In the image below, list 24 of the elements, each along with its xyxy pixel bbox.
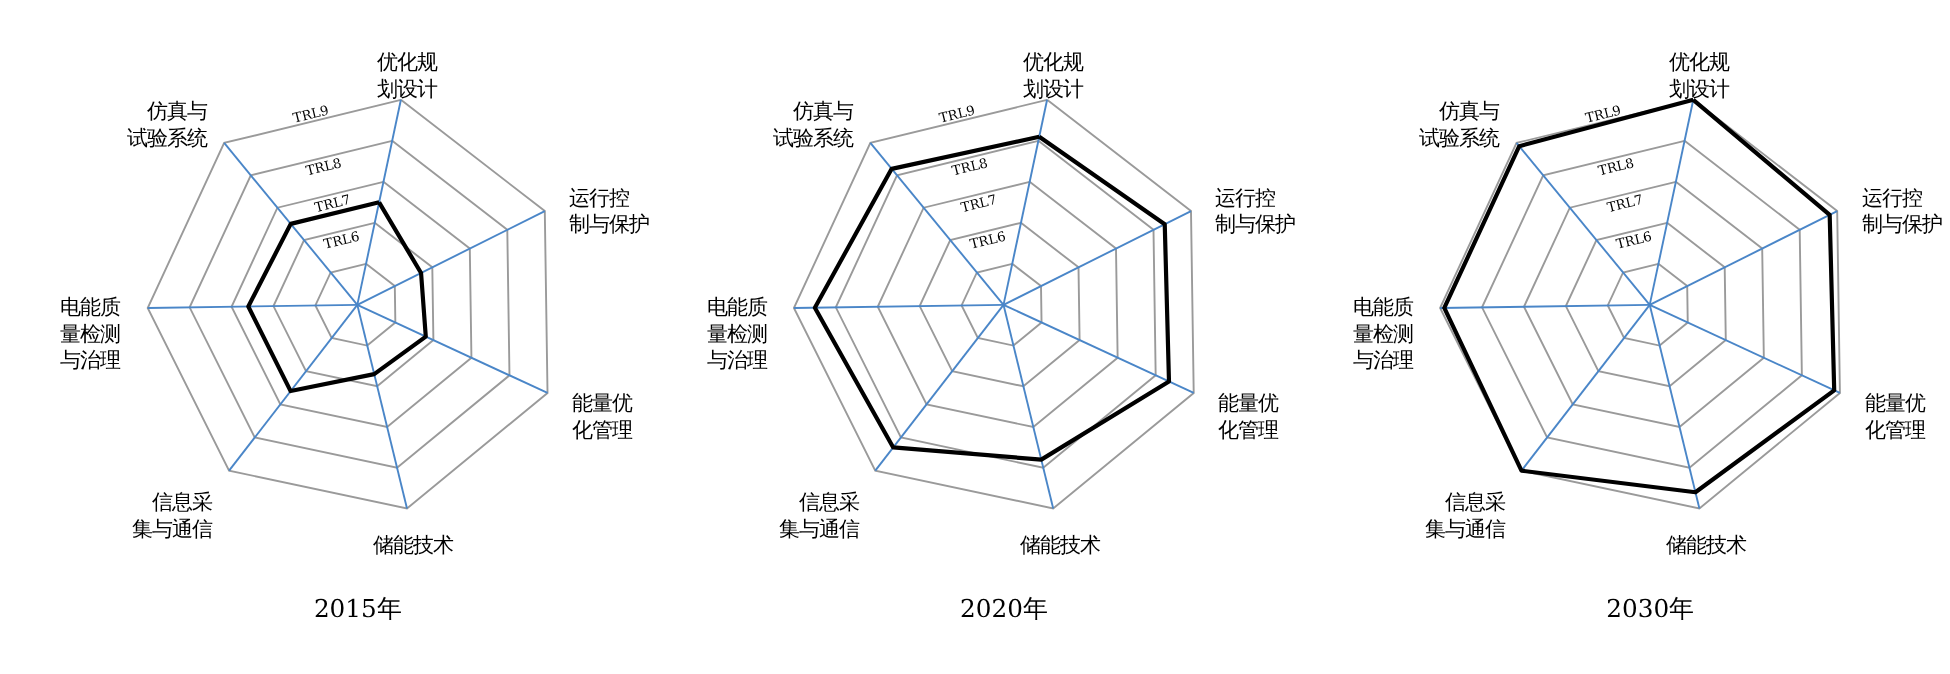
spoke-label: 运行控制与保护 [1861, 186, 1942, 238]
spoke-label: 储能技术 [373, 534, 454, 559]
spoke-label: 信息采集与通信 [132, 491, 213, 542]
spoke-label: 信息采集与通信 [1424, 491, 1505, 542]
spoke-label: 能量优化管理 [1864, 392, 1925, 443]
spoke-label: 电能质量检测与治理 [1352, 296, 1413, 374]
spoke-label: 电能质量检测与治理 [706, 296, 767, 374]
spoke-label: 仿真与试验系统 [126, 100, 207, 151]
spoke-label: 储能技术 [1019, 534, 1100, 559]
spoke-label: 优化规划设计 [376, 51, 437, 102]
spoke-label: 电能质量检测与治理 [60, 296, 121, 374]
text: 2030年 [1606, 594, 1694, 623]
spoke-label: 能量优化管理 [1218, 392, 1279, 443]
spoke-label: 运行控制与保护 [569, 186, 650, 238]
spoke-label: 能量优化管理 [572, 392, 633, 443]
text: 2015年 [313, 594, 401, 623]
spoke-label: 优化规划设计 [1022, 51, 1083, 102]
spoke-label: 仿真与试验系统 [1419, 100, 1500, 151]
spoke-label: 运行控制与保护 [1215, 186, 1296, 238]
spoke-label: 优化规划设计 [1668, 51, 1729, 102]
spoke-label: 储能技术 [1665, 534, 1746, 559]
spoke-label: 仿真与试验系统 [773, 100, 854, 151]
spoke-label: 信息采集与通信 [778, 491, 859, 542]
text: 2020年 [960, 594, 1047, 623]
